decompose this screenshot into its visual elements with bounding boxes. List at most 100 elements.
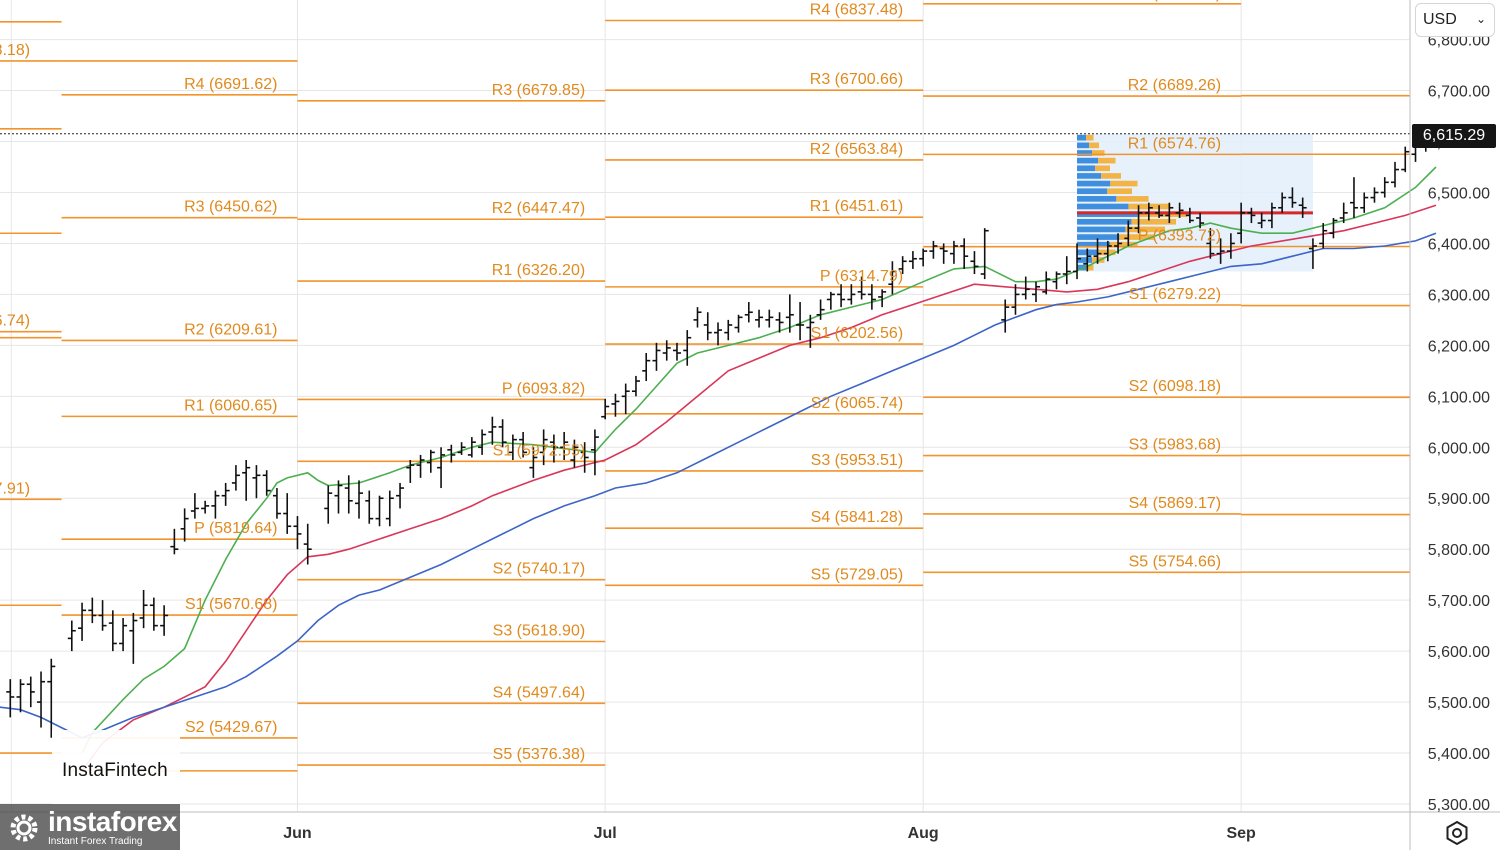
ohlc-bar <box>1155 205 1164 218</box>
month-label: Jul <box>594 825 617 842</box>
volume-profile-bar <box>1077 241 1111 248</box>
ohlc-bar <box>78 602 87 641</box>
ohlc-bar <box>272 488 281 519</box>
ohlc-bar <box>478 429 487 455</box>
pivot-level-label: S3 (5983.68) <box>1129 437 1222 454</box>
ohlc-bar <box>693 307 702 328</box>
currency-select[interactable]: USD ⌄ <box>1415 3 1495 37</box>
ohlc-bar <box>1175 202 1184 218</box>
volume-profile-bar <box>1077 134 1087 141</box>
pivot-lines <box>0 2 1410 772</box>
ohlc-bar <box>1391 161 1399 188</box>
ohlc-bar <box>816 299 825 320</box>
volume-profile-bar <box>1110 180 1138 187</box>
volume-profile-area <box>1077 133 1313 272</box>
ohlc-bar <box>878 289 887 308</box>
price-tick-label: 6,400.00 <box>1428 236 1490 253</box>
pivot-level-label: (5897.91) <box>0 480 30 497</box>
month-label: Sep <box>1226 825 1256 842</box>
price-tick-label: 5,600.00 <box>1428 644 1490 661</box>
ohlc-bar <box>211 490 220 519</box>
ohlc-bar <box>1401 146 1410 173</box>
price-tick-label: 5,700.00 <box>1428 593 1490 610</box>
ohlc-bar <box>108 610 117 652</box>
watermark-box <box>52 730 180 810</box>
volume-profile-bar <box>1077 150 1093 156</box>
ohlc-bar <box>652 342 661 371</box>
instaforex-logo: instaforex Instant Forex Trading <box>0 804 180 850</box>
ohlc-bar <box>888 261 897 295</box>
volume-profile-bar <box>1101 173 1122 179</box>
pivot-level-label: S3 (5953.51) <box>811 452 904 469</box>
pivot-level-label: R4 (6691.62) <box>184 76 277 93</box>
ohlc-bar <box>837 284 846 308</box>
ohlc-bar <box>662 340 671 361</box>
pivot-level-label: R2 (6209.61) <box>184 321 277 338</box>
volume-profile-bar <box>1125 226 1166 233</box>
ohlc-bar <box>457 442 466 455</box>
currency-select-label: USD <box>1423 11 1457 28</box>
ohlc-bar <box>406 460 415 483</box>
volume-profile-bar <box>1077 157 1099 164</box>
ohlc-bar <box>1349 177 1358 218</box>
ohlc-bars <box>6 131 1441 738</box>
pivot-level-label: R3 (6870.30) <box>1128 0 1221 2</box>
gear-logo-icon <box>10 814 38 842</box>
ohlc-bar <box>539 429 548 466</box>
volume-profile <box>1077 133 1313 272</box>
ohlc-bar <box>129 612 138 664</box>
ohlc-bar <box>67 620 76 652</box>
ohlc-bar <box>960 238 969 269</box>
volume-profile-bar <box>1077 218 1132 225</box>
ohlc-bar <box>1206 228 1215 259</box>
ohlc-bar <box>621 383 630 415</box>
volume-profile-bar <box>1077 226 1126 233</box>
pivot-level-label: R1 (6574.76) <box>1128 135 1221 152</box>
ohlc-bar <box>1103 240 1112 262</box>
ohlc-bar <box>47 658 56 738</box>
price-tick-label: 5,400.00 <box>1428 746 1490 763</box>
ohlc-bar <box>1124 220 1133 246</box>
ohlc-bar <box>1144 202 1153 221</box>
volume-profile-bar <box>1107 188 1133 195</box>
ohlc-bar <box>252 465 261 499</box>
ohlc-bar <box>180 508 189 542</box>
chevron-down-icon: ⌄ <box>1475 12 1486 26</box>
month-label: Jun <box>283 825 311 842</box>
ohlc-bar <box>611 393 620 417</box>
pivot-level-label: S2 (5740.17) <box>493 561 586 578</box>
ohlc-bar <box>847 284 856 305</box>
ohlc-bar <box>1370 187 1379 203</box>
ohlc-bar <box>1165 202 1174 224</box>
ohlc-bar <box>1185 207 1194 224</box>
price-axis[interactable]: 5,300.00 5,400.00 5,500.00 5,600.00 5,700.00… <box>1428 33 1490 814</box>
ohlc-bar <box>385 490 394 527</box>
ohlc-bar <box>262 470 271 496</box>
volume-profile-bar <box>1077 264 1087 271</box>
pivot-level-label: R3 (6450.62) <box>184 199 277 216</box>
pivot-level-label: (6758.18) <box>0 42 30 59</box>
volume-profile-bar <box>1077 173 1102 179</box>
ohlc-bar <box>467 437 476 458</box>
pivot-level-label: R4 (6837.48) <box>810 2 903 19</box>
ohlc-bar <box>303 523 312 565</box>
ohlc-bar <box>642 353 651 382</box>
ohlc-bar <box>1001 299 1010 333</box>
pivot-level-label: S1 (6279.22) <box>1129 286 1222 303</box>
ohlc-bar <box>1011 284 1020 315</box>
pivot-level-label: S4 (5869.17) <box>1129 495 1222 512</box>
ohlc-bar <box>1114 233 1123 254</box>
ohlc-bar <box>149 597 158 631</box>
ohlc-bar <box>1062 256 1071 285</box>
ohlc-bar <box>1267 202 1276 229</box>
volume-profile-bar <box>1098 249 1116 256</box>
ohlc-bar <box>1226 233 1235 259</box>
pivot-level-label: R3 (6700.66) <box>810 71 903 88</box>
time-axis[interactable]: Jun Jul Aug Sep <box>283 825 1256 842</box>
settings-icon[interactable] <box>1444 820 1470 846</box>
ohlc-bar <box>26 676 35 708</box>
volume-profile-bar <box>1077 188 1108 195</box>
volume-profile-bar <box>1092 150 1105 156</box>
ohlc-bar <box>1196 212 1205 229</box>
